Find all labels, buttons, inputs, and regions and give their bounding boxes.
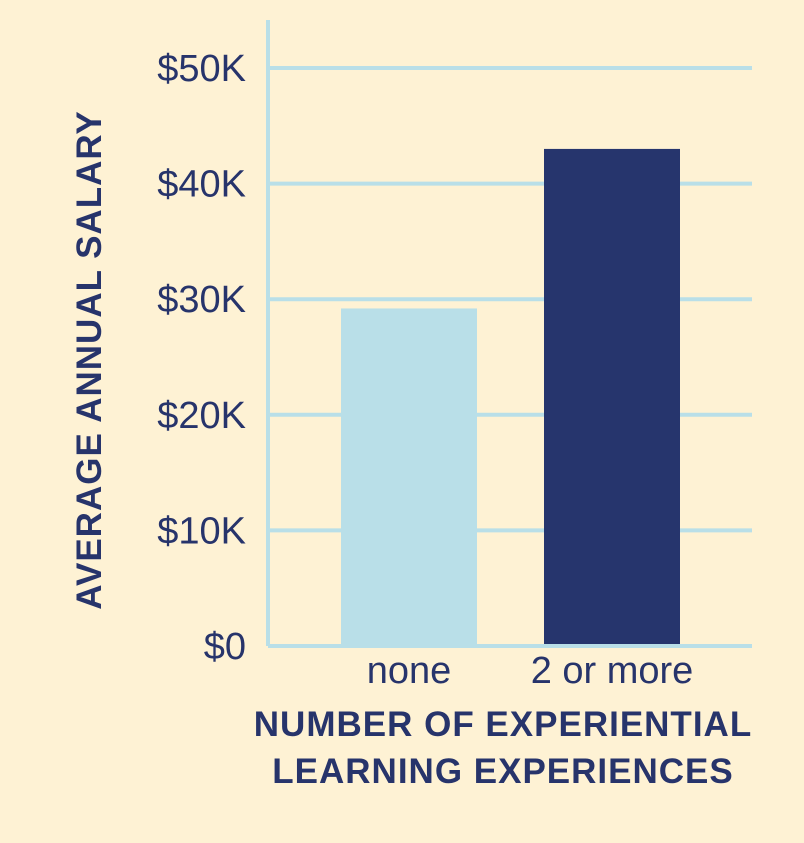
y-tick-label: $0	[204, 626, 246, 668]
x-category-label: none	[367, 650, 452, 692]
x-axis-title-line-2: LEARNING EXPERIENCES	[272, 752, 733, 791]
bar	[341, 308, 477, 644]
y-tick-label: $20K	[157, 395, 246, 437]
y-tick-label: $50K	[157, 48, 246, 90]
bars	[341, 148, 680, 645]
x-axis-title-line-1: NUMBER OF EXPERIENTIAL	[254, 705, 752, 744]
x-category-label: 2 or more	[531, 650, 694, 692]
y-axis-title: AVERAGE ANNUAL SALARY	[70, 110, 109, 609]
x-category-labels: none 2 or more	[367, 650, 694, 692]
y-tick-label: $30K	[157, 279, 246, 321]
bar	[544, 148, 680, 645]
y-tick-labels: $0 $10K $20K $30K $40K $50K	[157, 48, 246, 668]
y-tick-label: $40K	[157, 164, 246, 206]
y-tick-label: $10K	[157, 510, 246, 552]
